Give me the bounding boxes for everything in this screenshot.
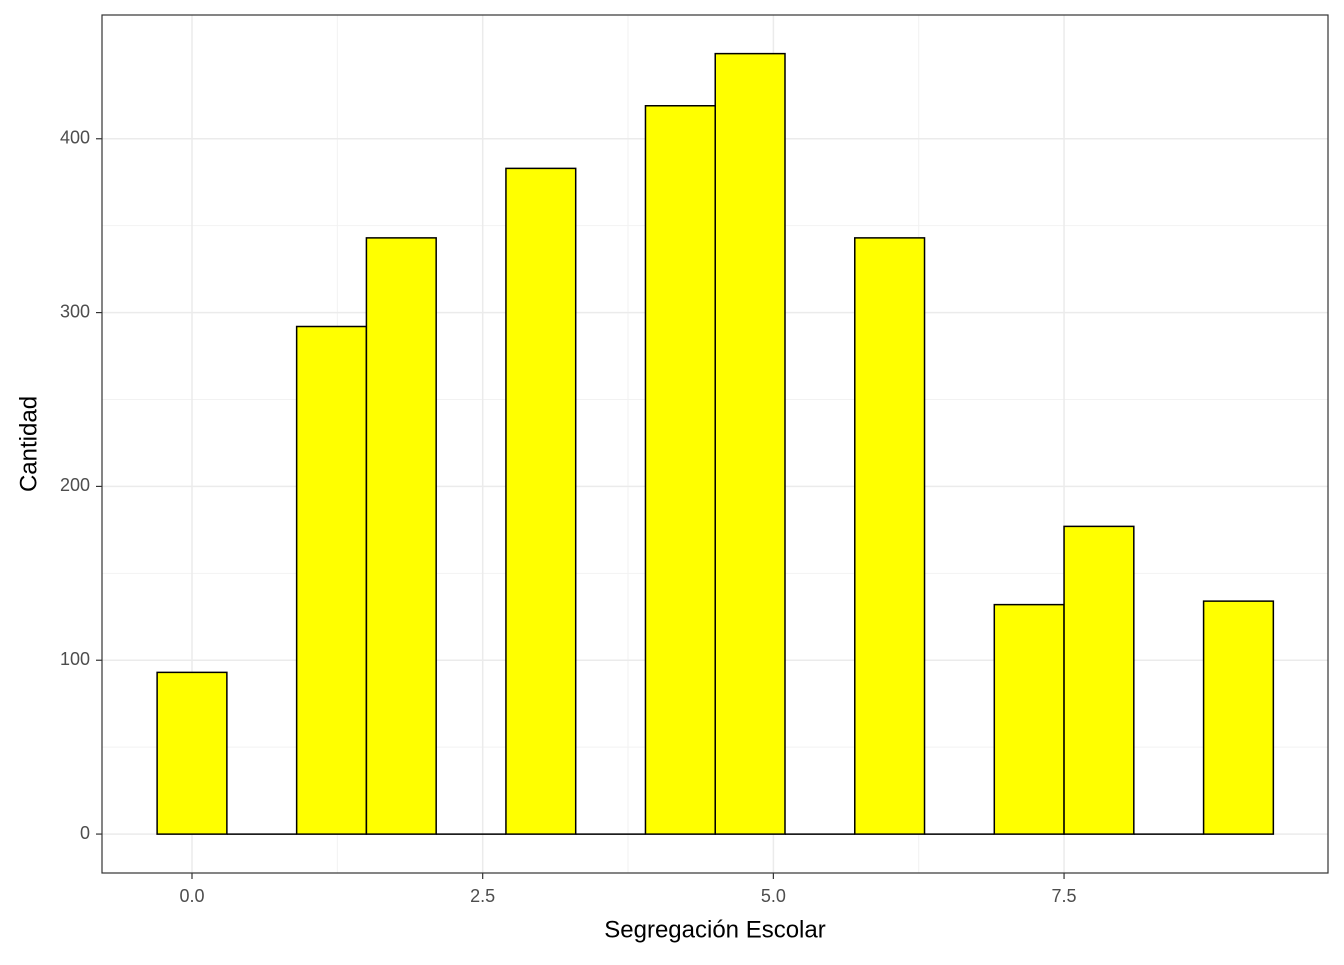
x-tick-label: 2.5 [470,886,495,906]
y-axis-title: Cantidad [15,396,42,492]
x-tick-label: 5.0 [761,886,786,906]
bar [156,671,228,835]
bar [714,52,786,835]
bar [365,237,437,835]
bar [1202,600,1275,835]
bars [156,52,1275,835]
y-tick-label: 400 [60,128,90,148]
bar [1063,525,1135,835]
y-tick-label: 200 [60,475,90,495]
bar [295,325,368,835]
bar [505,167,577,835]
bar [644,104,716,835]
x-tick-label: 0.0 [179,886,204,906]
y-tick-label: 0 [80,823,90,843]
x-tick-label: 7.5 [1052,886,1077,906]
panel-border [101,14,1329,874]
y-tick-label: 100 [60,649,90,669]
y-tick-label: 300 [60,301,90,321]
x-axis-title: Segregación Escolar [604,916,825,943]
bar [993,603,1065,835]
axes: 0.0 2.5 5.0 7.5 0 100 200 300 400 [60,128,1077,906]
bar [854,237,926,835]
